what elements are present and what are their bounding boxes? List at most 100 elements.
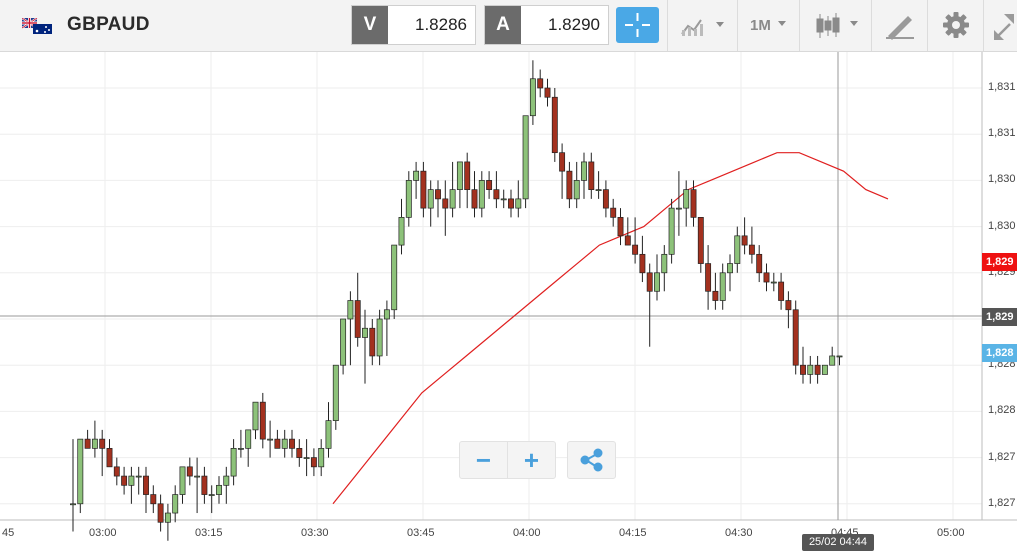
bearish-candle [763, 272, 770, 283]
bearish-candle [471, 189, 478, 209]
bearish-candle [493, 189, 500, 200]
bearish-candle [602, 189, 609, 209]
bearish-candle [84, 438, 91, 449]
bullish-candle [194, 475, 201, 478]
price-chart[interactable] [0, 52, 1017, 553]
bearish-candle [289, 438, 295, 449]
bullish-candle [223, 475, 230, 486]
bullish-candle [581, 161, 587, 181]
bullish-candle [515, 198, 522, 209]
bullish-candle [719, 272, 726, 301]
bearish-candle [566, 170, 573, 200]
bullish-candle [376, 318, 383, 357]
buy-quote-button[interactable]: A 1.8290 [484, 5, 609, 45]
buy-price: 1.8290 [548, 15, 600, 34]
time-axis-label: 03:00 [89, 527, 117, 539]
bearish-candle [157, 503, 164, 523]
time-axis-label: 03:45 [407, 527, 435, 539]
price-axis-label: 1,827 [988, 450, 1016, 463]
crosshair-button[interactable] [616, 7, 659, 43]
bearish-candle [551, 96, 558, 154]
bearish-candle [310, 457, 317, 468]
zoom-out-button[interactable]: − [460, 442, 508, 478]
bearish-candle [800, 364, 806, 375]
timeframe-dropdown[interactable]: 1M [737, 0, 799, 51]
bearish-candle [537, 78, 544, 89]
bearish-candle [748, 244, 755, 255]
bearish-candle [646, 272, 653, 292]
bullish-candle [208, 494, 215, 496]
bearish-candle [143, 475, 149, 495]
bearish-candle [632, 244, 639, 255]
bullish-candle [303, 457, 310, 459]
bearish-candle [464, 161, 471, 190]
bullish-candle [70, 503, 76, 506]
bearish-candle [624, 235, 631, 246]
sell-price: 1.8286 [415, 15, 467, 34]
bullish-candle [281, 438, 288, 449]
bullish-candle [267, 438, 274, 441]
bearish-candle [588, 161, 595, 190]
bearish-candle [639, 253, 646, 274]
bearish-candle [756, 253, 763, 274]
expand-button[interactable] [983, 0, 1017, 51]
bullish-candle [456, 161, 463, 190]
bearish-candle [121, 475, 128, 486]
currency-pair-title: GBPAUD [67, 14, 150, 35]
price-axis-label: 1,830 [988, 173, 1016, 186]
zoom-in-button[interactable]: + [523, 445, 540, 475]
bullish-candle [668, 207, 675, 255]
bullish-candle [654, 272, 660, 292]
bullish-candle [449, 189, 456, 209]
time-axis-label: 04:00 [513, 527, 541, 539]
bearish-candle [369, 327, 376, 357]
bullish-candle [500, 198, 507, 201]
chart-type-dropdown[interactable] [667, 0, 737, 51]
buy-label: A [485, 6, 521, 44]
bearish-candle [259, 401, 266, 440]
bullish-candle [135, 475, 142, 478]
line-chart-icon [681, 19, 724, 36]
bearish-candle [697, 217, 704, 264]
bullish-candle [675, 207, 682, 210]
settings-button[interactable] [927, 0, 983, 51]
bullish-candle [252, 401, 259, 431]
bullish-candle [427, 189, 434, 209]
bearish-candle [113, 466, 120, 477]
bullish-candle [770, 281, 777, 284]
bullish-candle [91, 438, 98, 449]
bullish-candle [829, 355, 836, 366]
cursor-time-badge: 25/02 04:44 [802, 534, 874, 551]
bullish-candle [230, 448, 237, 477]
bullish-candle [128, 475, 135, 486]
bullish-candle [391, 244, 398, 311]
bullish-candle [734, 235, 741, 264]
bearish-candle [559, 152, 566, 172]
bearish-candle [778, 281, 785, 301]
sell-quote-button[interactable]: V 1.8286 [351, 5, 476, 45]
price-axis-label: 1,831 [988, 127, 1016, 140]
candlestick-icon [816, 13, 858, 38]
bearish-candle [442, 198, 449, 209]
candle-style-dropdown[interactable] [799, 0, 871, 51]
bearish-candle [712, 290, 719, 301]
bearish-candle [274, 438, 281, 449]
bullish-candle [478, 180, 485, 209]
drawing-tools-button[interactable] [871, 0, 927, 51]
bullish-candle [573, 180, 580, 200]
gear-icon [943, 12, 969, 38]
bearish-candle [435, 189, 441, 200]
share-button[interactable] [567, 441, 616, 479]
bearish-candle [486, 180, 493, 190]
bearish-candle [610, 207, 617, 218]
time-axis-label: 03:30 [301, 527, 329, 539]
bullish-candle [237, 448, 244, 450]
moving-average-line [332, 152, 889, 505]
bullish-candle [245, 429, 252, 449]
bullish-candle [164, 512, 171, 523]
bearish-candle [420, 170, 427, 209]
price-axis-label: 1,830 [988, 219, 1016, 232]
share-icon [580, 448, 603, 472]
bearish-candle [186, 466, 193, 477]
bullish-candle [836, 355, 843, 358]
